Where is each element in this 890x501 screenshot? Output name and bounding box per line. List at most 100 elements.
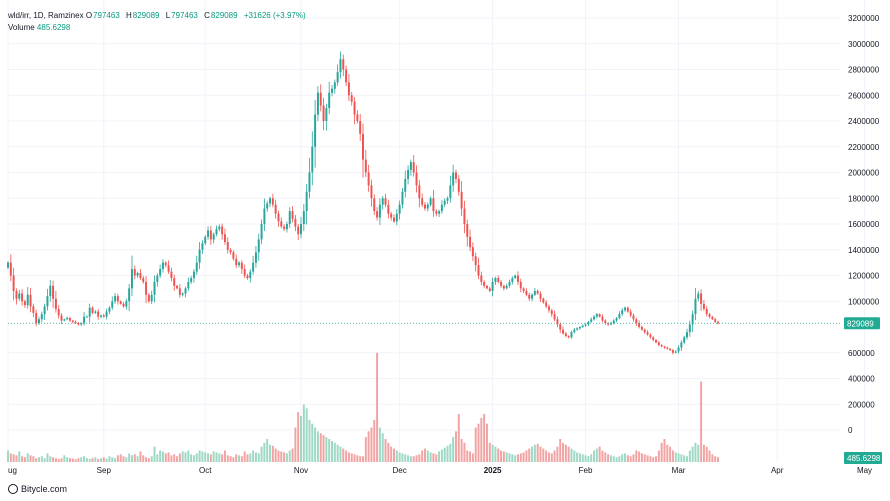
volume-bar [547, 452, 550, 462]
candle-body [705, 308, 708, 315]
volume-bar [525, 450, 528, 462]
volume-bar [545, 450, 548, 462]
candle-body [46, 296, 49, 307]
volume-bar [415, 455, 418, 462]
candle-body [421, 198, 424, 205]
volume-bar [97, 459, 100, 462]
candle-body [319, 92, 322, 106]
candle-body [269, 198, 272, 204]
candle-body [423, 204, 426, 209]
volume-bar [80, 457, 83, 462]
volume-bar [328, 439, 331, 462]
volume-bar [708, 450, 711, 462]
volume-bars [7, 352, 719, 462]
footer-brand[interactable]: Bitycle.com [8, 484, 67, 494]
volume-bar [373, 419, 376, 462]
volume-bar [674, 452, 677, 462]
volume-bar [384, 439, 387, 462]
volume-bar [274, 448, 277, 462]
volume-bar [88, 459, 91, 462]
candle-body [635, 319, 638, 324]
candle-body [204, 236, 207, 244]
volume-bar [595, 448, 598, 462]
candle-body [708, 314, 711, 317]
volume-bar [29, 455, 32, 462]
volume-bar [285, 453, 288, 462]
volume-bar [576, 452, 579, 462]
candle-body [528, 294, 531, 299]
price-tick-label: 1600000 [848, 220, 880, 229]
candle-body [443, 200, 446, 205]
candle-body [567, 336, 570, 338]
volume-bar [40, 456, 43, 462]
volume-bar [150, 456, 153, 462]
volume-bar [567, 446, 570, 462]
candle-body [260, 224, 263, 240]
candle-body [161, 262, 164, 270]
candle-body [108, 307, 111, 312]
volume-bar [181, 451, 184, 462]
candle-body [142, 278, 145, 282]
candle-body [378, 204, 381, 218]
volume-bar [409, 456, 412, 462]
candle-body [384, 198, 387, 205]
candle-body [615, 317, 618, 321]
time-tick-label: Feb [579, 466, 593, 475]
price-tick-label: 2000000 [848, 169, 880, 178]
candle-body [263, 208, 266, 224]
volume-bar [390, 446, 393, 462]
volume-bar [418, 454, 421, 462]
volume-bar [164, 453, 167, 462]
candle-body [536, 290, 539, 294]
candle-body [593, 316, 596, 320]
candle-body [305, 191, 308, 212]
time-tick-label: May [857, 466, 872, 475]
candle-body [52, 285, 55, 299]
volume-bar [339, 446, 342, 462]
volume-bar [387, 442, 390, 462]
volume-bar [176, 456, 179, 462]
volume-bar [629, 456, 632, 462]
candle-body [480, 275, 483, 282]
volume-bar [711, 454, 714, 462]
volume-bar [102, 457, 105, 462]
candle-body [240, 262, 243, 270]
candle-body [621, 310, 624, 315]
volume-bar [421, 450, 424, 462]
volume-bar [584, 455, 587, 462]
candle-body [77, 323, 80, 325]
candle-body [505, 285, 508, 289]
candle-body [657, 342, 660, 346]
volume-bar [393, 448, 395, 462]
candle-body [283, 226, 286, 230]
legend-symbol: wld/irr, 1D, Ramzinex [8, 11, 84, 20]
volume-bar [331, 440, 333, 462]
candle-body [190, 278, 193, 282]
volume-bar [632, 454, 635, 462]
candle-body [302, 211, 305, 224]
candle-body [249, 271, 252, 279]
candle-body [626, 307, 629, 312]
legend-change: +31626 (+3.97%) [243, 11, 306, 20]
volume-bar [260, 446, 263, 462]
volume-bar [184, 452, 187, 462]
volume-bar [240, 456, 243, 462]
candle-body [398, 204, 401, 214]
volume-bar [587, 456, 590, 462]
volume-bar [635, 450, 638, 462]
volume-bar [714, 456, 717, 462]
candle-body [576, 328, 579, 330]
volume-bar [7, 450, 9, 462]
volume-bar [226, 455, 229, 462]
candle-body [125, 301, 128, 307]
volume-bar [483, 414, 486, 462]
candle-body [257, 239, 260, 253]
footer-brand-text: Bitycle.com [21, 484, 68, 494]
candle-body [325, 108, 328, 121]
volume-bar [559, 439, 562, 462]
candle-body [322, 105, 325, 121]
price-tick-label: 0 [848, 426, 853, 435]
candle-body [376, 211, 379, 218]
volume-bar [688, 450, 691, 462]
